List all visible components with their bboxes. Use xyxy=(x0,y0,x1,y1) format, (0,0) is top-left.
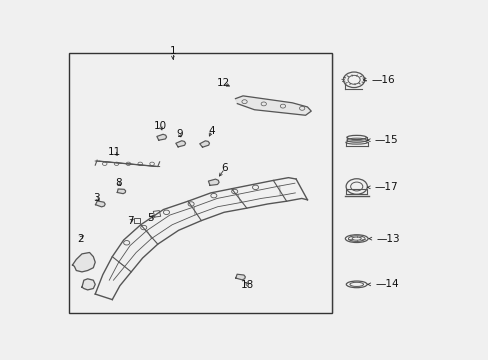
Text: 10: 10 xyxy=(154,121,166,131)
Polygon shape xyxy=(235,274,245,280)
Polygon shape xyxy=(82,279,95,290)
Polygon shape xyxy=(157,134,166,140)
Polygon shape xyxy=(200,141,209,147)
Text: 18: 18 xyxy=(241,280,254,290)
Text: 3: 3 xyxy=(93,193,99,203)
Polygon shape xyxy=(95,201,105,207)
Text: —15: —15 xyxy=(374,135,398,145)
Text: 6: 6 xyxy=(221,163,228,174)
Text: 7: 7 xyxy=(126,216,133,226)
Text: 9: 9 xyxy=(176,129,183,139)
Text: 1: 1 xyxy=(169,46,176,56)
Polygon shape xyxy=(72,252,95,272)
Text: —16: —16 xyxy=(371,75,395,85)
Text: 5: 5 xyxy=(147,213,154,223)
Polygon shape xyxy=(208,179,219,185)
Text: 4: 4 xyxy=(208,126,215,135)
Bar xyxy=(68,53,331,314)
Polygon shape xyxy=(235,96,311,115)
Text: 2: 2 xyxy=(77,234,83,244)
Polygon shape xyxy=(176,141,185,147)
Polygon shape xyxy=(117,189,125,194)
Text: 12: 12 xyxy=(216,78,229,89)
Text: —13: —13 xyxy=(376,234,399,244)
Text: —17: —17 xyxy=(374,183,398,192)
Text: 11: 11 xyxy=(107,147,121,157)
Text: 8: 8 xyxy=(115,178,122,188)
Text: —14: —14 xyxy=(375,279,399,289)
